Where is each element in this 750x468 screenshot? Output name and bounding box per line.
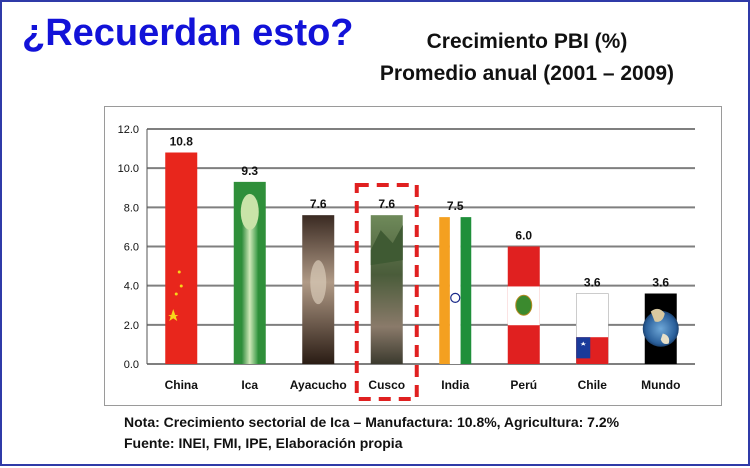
data-label: 10.8 [170,135,194,149]
chart-area [104,106,722,406]
y-tick-label: 2.0 [124,320,139,332]
chart-title-line1: Crecimiento PBI (%) [426,30,628,53]
y-tick-label: 4.0 [124,281,139,293]
x-tick-label: Cusco [368,378,405,392]
data-label: 7.5 [447,199,464,213]
x-tick-label: Ayacucho [290,378,347,392]
bar-mundo [642,293,679,364]
x-tick-label: India [441,378,469,392]
chart-note: Nota: Crecimiento sectorial de Ica – Man… [124,412,619,454]
y-tick-label: 10.0 [118,163,139,175]
bar-india [439,217,472,364]
chart-title: Crecimiento PBI (%) Promedio anual (2001… [372,26,682,90]
bar-ica [233,181,266,364]
note-line2: Fuente: INEI, FMI, IPE, Elaboración prop… [124,435,403,451]
x-tick-label: Chile [578,378,608,392]
x-tick-label: Perú [510,378,537,392]
page-title: ¿Recuerdan esto? [22,12,354,54]
y-tick-label: 8.0 [124,202,139,214]
data-label: 9.3 [241,164,258,178]
data-label: 3.6 [584,276,601,290]
bar-ayacucho [302,215,335,364]
bar-china [165,152,198,364]
y-tick-label: 12.0 [118,124,139,136]
y-tick-label: 6.0 [124,242,139,254]
bar-perú [507,246,540,364]
x-tick-label: China [165,378,199,392]
bar-cusco [370,215,403,364]
x-tick-label: Ica [241,378,258,392]
x-tick-label: Mundo [641,378,680,392]
data-label: 6.0 [515,229,532,243]
y-tick-label: 0.0 [124,359,139,371]
bar-chile [576,293,609,365]
chart-title-line2: Promedio anual (2001 – 2009) [379,62,675,85]
note-line1: Nota: Crecimiento sectorial de Ica – Man… [124,414,620,430]
data-label: 7.6 [310,197,327,211]
data-label: 7.6 [378,197,395,211]
highlight-box [354,183,419,401]
data-label: 3.6 [652,276,669,290]
